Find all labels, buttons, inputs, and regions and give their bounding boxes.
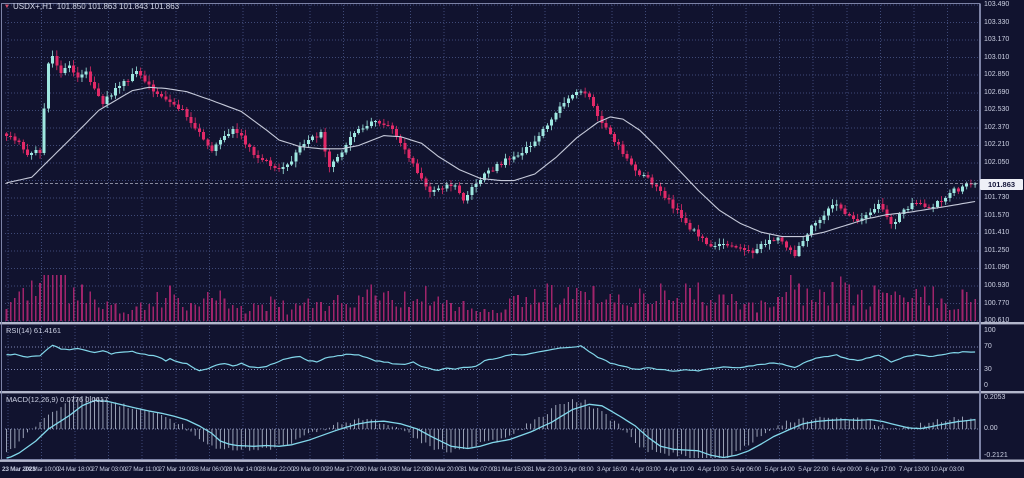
macd-axis-label: 0.2053 (984, 394, 1006, 402)
macd-axis-label: 0.00 (984, 425, 998, 432)
time-axis-label: 5 Apr 14:00 (764, 466, 795, 473)
time-axis-label: 3 Apr 16:00 (596, 466, 627, 473)
time-axis-label: 6 Apr 17:00 (865, 466, 896, 473)
price-axis-label: 101.730 (984, 194, 1010, 202)
time-axis-label: 28 Mar 22:00 (259, 466, 294, 473)
time-axis-label: 7 Apr 13:00 (898, 466, 929, 473)
volume-bars-layer (5, 275, 976, 321)
time-axis-label: 4 Apr 11:00 (664, 466, 694, 473)
time-axis-label: 29 Mar 09:00 (292, 466, 328, 473)
price-axis-label: 102.850 (984, 71, 1010, 79)
separator-rsi-macd[interactable] (0, 391, 1024, 394)
ohlc-values: 101.850 101.863 101.843 101.863 (56, 2, 180, 11)
separator-macd-timeaxis[interactable] (0, 459, 1024, 462)
time-axis-label: 28 Mar 14:00 (225, 466, 261, 473)
price-axis-label: 101.250 (984, 246, 1010, 254)
price-axis-label: 101.570 (984, 211, 1010, 219)
time-axis-label: 4 Apr 03:00 (630, 466, 661, 473)
grid-layer (5, 4, 979, 460)
price-axis-label: 103.490 (984, 1, 1010, 8)
price-axis-label: 100.770 (984, 299, 1010, 307)
time-axis-label: 31 Mar 23:00 (527, 466, 563, 473)
price-axis-label: 103.330 (984, 18, 1010, 26)
time-axis-label: 30 Mar 04:00 (359, 466, 395, 473)
time-axis-label: 29 Mar 17:00 (326, 466, 361, 473)
time-axis-label: 27 Mar 11:00 (125, 466, 160, 473)
time-axis-label: 5 Apr 22:00 (798, 466, 829, 473)
time-axis-label: 30 Mar 20:00 (426, 466, 462, 473)
price-axis-label: 103.170 (984, 36, 1010, 44)
time-axis-label: 31 Mar 07:00 (460, 466, 496, 473)
symbol-timeframe: USDX+,H1 (12, 2, 53, 11)
price-axis-label: 102.530 (984, 106, 1010, 114)
price-axis-label: 102.210 (984, 141, 1010, 149)
macd-signal-line (6, 399, 976, 459)
time-axis-label: 30 Mar 12:00 (393, 466, 428, 473)
rsi-axis-label: 0 (984, 382, 988, 390)
time-axis-label: 6 Apr 09:00 (831, 466, 862, 473)
price-axis-label: 102.050 (984, 159, 1010, 167)
time-axis-label: 27 Mar 03:00 (91, 466, 126, 473)
current-price-tag: 101.863 (980, 179, 1023, 190)
price-axis-label: 102.690 (984, 88, 1010, 96)
rsi-axis-label: 100 (984, 326, 996, 334)
rsi-line (6, 344, 976, 372)
time-axis-label: 28 Mar 06:00 (191, 466, 227, 473)
price-axis-label: 100.610 (984, 317, 1010, 325)
chart-frame (1, 3, 980, 460)
macd-axis-label: -0.2121 (984, 452, 1008, 459)
rsi-axis-label: 70 (984, 343, 992, 351)
time-axis-label: 4 Apr 19:00 (697, 466, 728, 473)
time-axis-label: 5 Apr 06:00 (731, 466, 762, 473)
price-axis-label: 101.410 (984, 229, 1010, 237)
macd-indicator-label: MACD(12,26,9) 0.0776 0.0617 (6, 395, 109, 404)
separator-main-rsi[interactable] (0, 322, 1024, 325)
time-axis-label: 10 Apr 03:00 (930, 466, 965, 473)
price-axis-label: 103.010 (984, 53, 1010, 61)
rsi-axis-label: 30 (984, 365, 992, 373)
symbol-title: ▼ USDX+,H1 101.850 101.863 101.843 101.86… (4, 3, 179, 11)
price-axis-label: 101.090 (984, 264, 1010, 272)
price-axis-label: 100.930 (984, 281, 1010, 289)
time-axis-label: 3 Apr 08:00 (563, 466, 594, 473)
moving-average-line (6, 86, 976, 238)
time-axis-label: 27 Mar 19:00 (158, 466, 194, 473)
time-axis-label: 24 Mar 10:00 (24, 466, 59, 473)
symbol-dropdown-icon[interactable]: ▼ (4, 4, 10, 10)
price-axis-label: 102.370 (984, 123, 1010, 131)
time-axis-label: 31 Mar 15:00 (493, 466, 529, 473)
rsi-indicator-label: RSI(14) 61.4161 (6, 326, 62, 335)
time-axis-label: 24 Mar 18:00 (57, 466, 93, 473)
time-axis-label: 23 Mar 2023 (2, 466, 36, 473)
candles-layer (5, 50, 977, 259)
